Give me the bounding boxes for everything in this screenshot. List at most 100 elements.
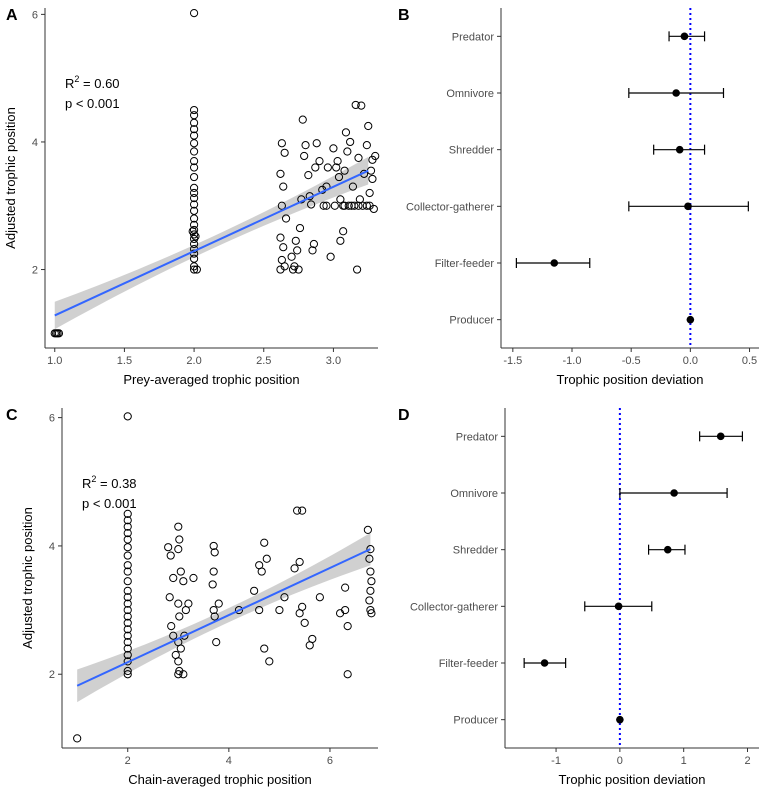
data-point	[176, 567, 185, 576]
x-tick-label: 0.0	[683, 355, 698, 367]
x-axis-title: Chain-averaged trophic position	[128, 772, 312, 787]
errorbar-panel-d: -1 0 1 2 Trophic position deviation Predator O…	[410, 408, 759, 787]
data-point	[210, 612, 219, 621]
data-point	[295, 557, 304, 567]
data-point	[346, 137, 355, 147]
data-point	[189, 220, 199, 229]
data-point	[175, 612, 184, 621]
data-point	[300, 618, 309, 628]
r-squared-value: = 0.38	[96, 476, 136, 491]
data-point	[208, 580, 217, 589]
data-point	[123, 543, 132, 552]
data-point	[234, 605, 244, 615]
x-axis-title: Trophic position deviation	[557, 372, 704, 387]
data-point	[276, 169, 285, 178]
data-point	[357, 101, 366, 110]
data-point	[280, 593, 289, 602]
data-point	[343, 670, 352, 679]
data-point	[351, 100, 360, 110]
data-point	[174, 599, 183, 608]
data-point	[189, 105, 199, 115]
data-point	[257, 567, 266, 576]
data-point	[123, 644, 132, 653]
data-point	[371, 151, 380, 161]
data-point	[365, 188, 374, 198]
data-point	[189, 183, 199, 192]
estimate-point	[680, 32, 689, 41]
data-point	[323, 163, 332, 172]
data-point	[365, 596, 374, 605]
data-point	[307, 200, 316, 209]
data-point	[308, 246, 317, 255]
data-point	[330, 201, 339, 210]
data-point	[123, 561, 132, 570]
y-axis-title: Adjusted trophic position	[3, 107, 18, 249]
data-point	[366, 586, 375, 595]
x-tick-label: 2	[125, 755, 131, 767]
data-point	[123, 522, 132, 531]
x-axis-title: Prey-averaged trophic position	[123, 372, 299, 387]
data-point	[169, 573, 178, 583]
data-point	[367, 609, 376, 618]
data-point	[189, 239, 199, 249]
r-squared-label: R2 = 0.38	[82, 474, 137, 491]
data-point	[260, 538, 269, 547]
x-tick-label: 1.5	[117, 355, 132, 367]
data-point	[298, 115, 307, 124]
data-point	[123, 625, 132, 634]
scatter-panel-a: 1.0 1.5 2.0 2.5 3.0 2 4 6 Prey-averaged trophic …	[3, 8, 380, 387]
data-point	[265, 657, 274, 666]
data-point	[123, 650, 132, 660]
category-label: Omnivore	[446, 88, 494, 100]
data-point	[179, 577, 188, 586]
data-point	[174, 670, 183, 679]
data-point	[210, 548, 219, 557]
x-tick-label: 6	[327, 755, 333, 767]
data-point	[73, 734, 82, 743]
data-point	[301, 141, 310, 150]
data-point	[123, 605, 132, 615]
data-point	[363, 525, 372, 534]
data-point	[179, 670, 188, 679]
data-point	[369, 204, 378, 214]
x-tick-label: -0.5	[622, 355, 641, 367]
data-point	[189, 147, 199, 156]
data-point	[339, 227, 348, 236]
data-point	[123, 670, 132, 679]
data-point	[329, 144, 338, 153]
x-tick-label: 2.0	[186, 355, 201, 367]
data-point	[188, 227, 197, 236]
data-point	[315, 156, 324, 166]
data-point	[212, 638, 221, 647]
data-point	[350, 201, 359, 210]
x-tick-label: 2	[744, 755, 750, 767]
y-axis-title: Adjusted trophic position	[20, 507, 35, 649]
data-point	[340, 166, 349, 175]
data-point	[255, 605, 264, 615]
data-point	[295, 609, 304, 618]
data-point	[184, 599, 193, 608]
data-point	[189, 111, 199, 120]
data-point	[336, 236, 345, 245]
data-point	[312, 139, 321, 148]
r-squared-superscript: 2	[74, 74, 79, 84]
data-point	[123, 567, 132, 576]
data-point	[366, 605, 375, 615]
data-point	[189, 172, 199, 182]
data-point	[275, 605, 284, 615]
data-point	[123, 551, 132, 560]
data-point	[344, 201, 353, 210]
data-point	[180, 631, 189, 640]
data-point	[288, 265, 298, 274]
x-tick-label: 0	[617, 755, 623, 767]
y-tick-label: 6	[32, 9, 38, 21]
data-point	[290, 564, 299, 573]
y-tick-label: 4	[32, 137, 38, 149]
data-point	[189, 9, 199, 18]
data-point	[367, 577, 376, 586]
estimate-point	[616, 715, 624, 724]
data-point	[169, 631, 178, 640]
data-point	[189, 118, 199, 127]
category-label: Producer	[449, 315, 494, 327]
